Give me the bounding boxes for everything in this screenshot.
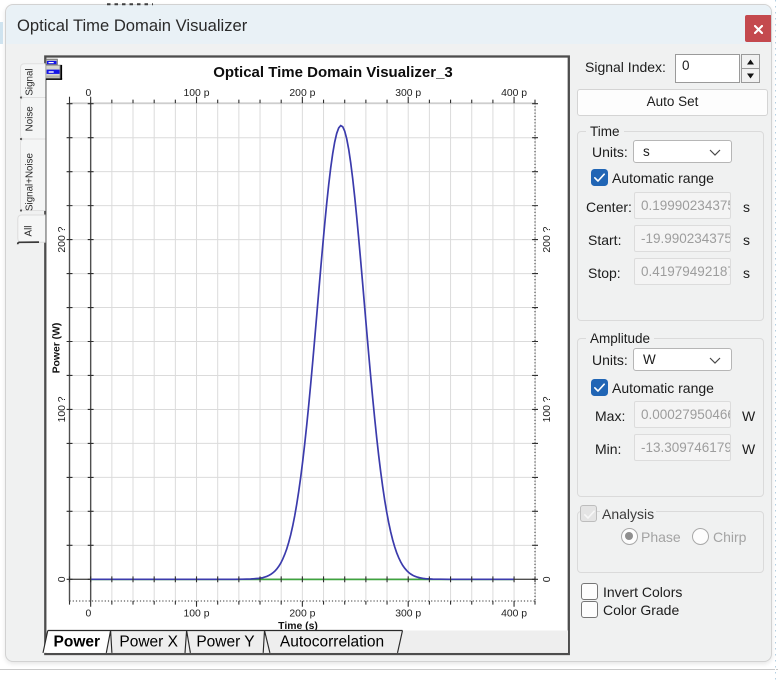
svg-text:100 ?: 100 ? [542, 396, 553, 422]
svg-text:0: 0 [86, 609, 92, 620]
svg-text:200 ?: 200 ? [542, 226, 553, 252]
svg-text:Power (W): Power (W) [52, 323, 63, 374]
svg-text:100 p: 100 p [183, 88, 209, 99]
svg-text:Time (s): Time (s) [278, 621, 318, 632]
svg-text:Signal+Noise: Signal+Noise [25, 152, 36, 211]
svg-text:300 p: 300 p [395, 609, 421, 620]
svg-text:200 p: 200 p [289, 88, 315, 99]
svg-text:200 ?: 200 ? [57, 226, 68, 252]
svg-text:0: 0 [57, 576, 68, 582]
svg-text:400 p: 400 p [501, 88, 527, 99]
svg-text:100 p: 100 p [183, 609, 209, 620]
svg-text:All: All [24, 226, 35, 237]
svg-text:300 p: 300 p [395, 88, 421, 99]
svg-text:Power Y: Power Y [196, 634, 254, 651]
svg-text:0: 0 [86, 88, 92, 99]
svg-text:100 ?: 100 ? [57, 396, 68, 422]
svg-text:Power X: Power X [119, 634, 178, 651]
svg-text:0: 0 [542, 576, 553, 582]
svg-text:400 p: 400 p [501, 609, 527, 620]
svg-text:Noise: Noise [25, 106, 36, 132]
svg-text:Power: Power [54, 634, 101, 651]
svg-text:Signal: Signal [25, 68, 36, 95]
svg-text:200 p: 200 p [289, 609, 315, 620]
svg-text:Optical Time Domain Visualizer: Optical Time Domain Visualizer_3 [213, 64, 453, 81]
svg-text:Autocorrelation: Autocorrelation [280, 634, 384, 651]
